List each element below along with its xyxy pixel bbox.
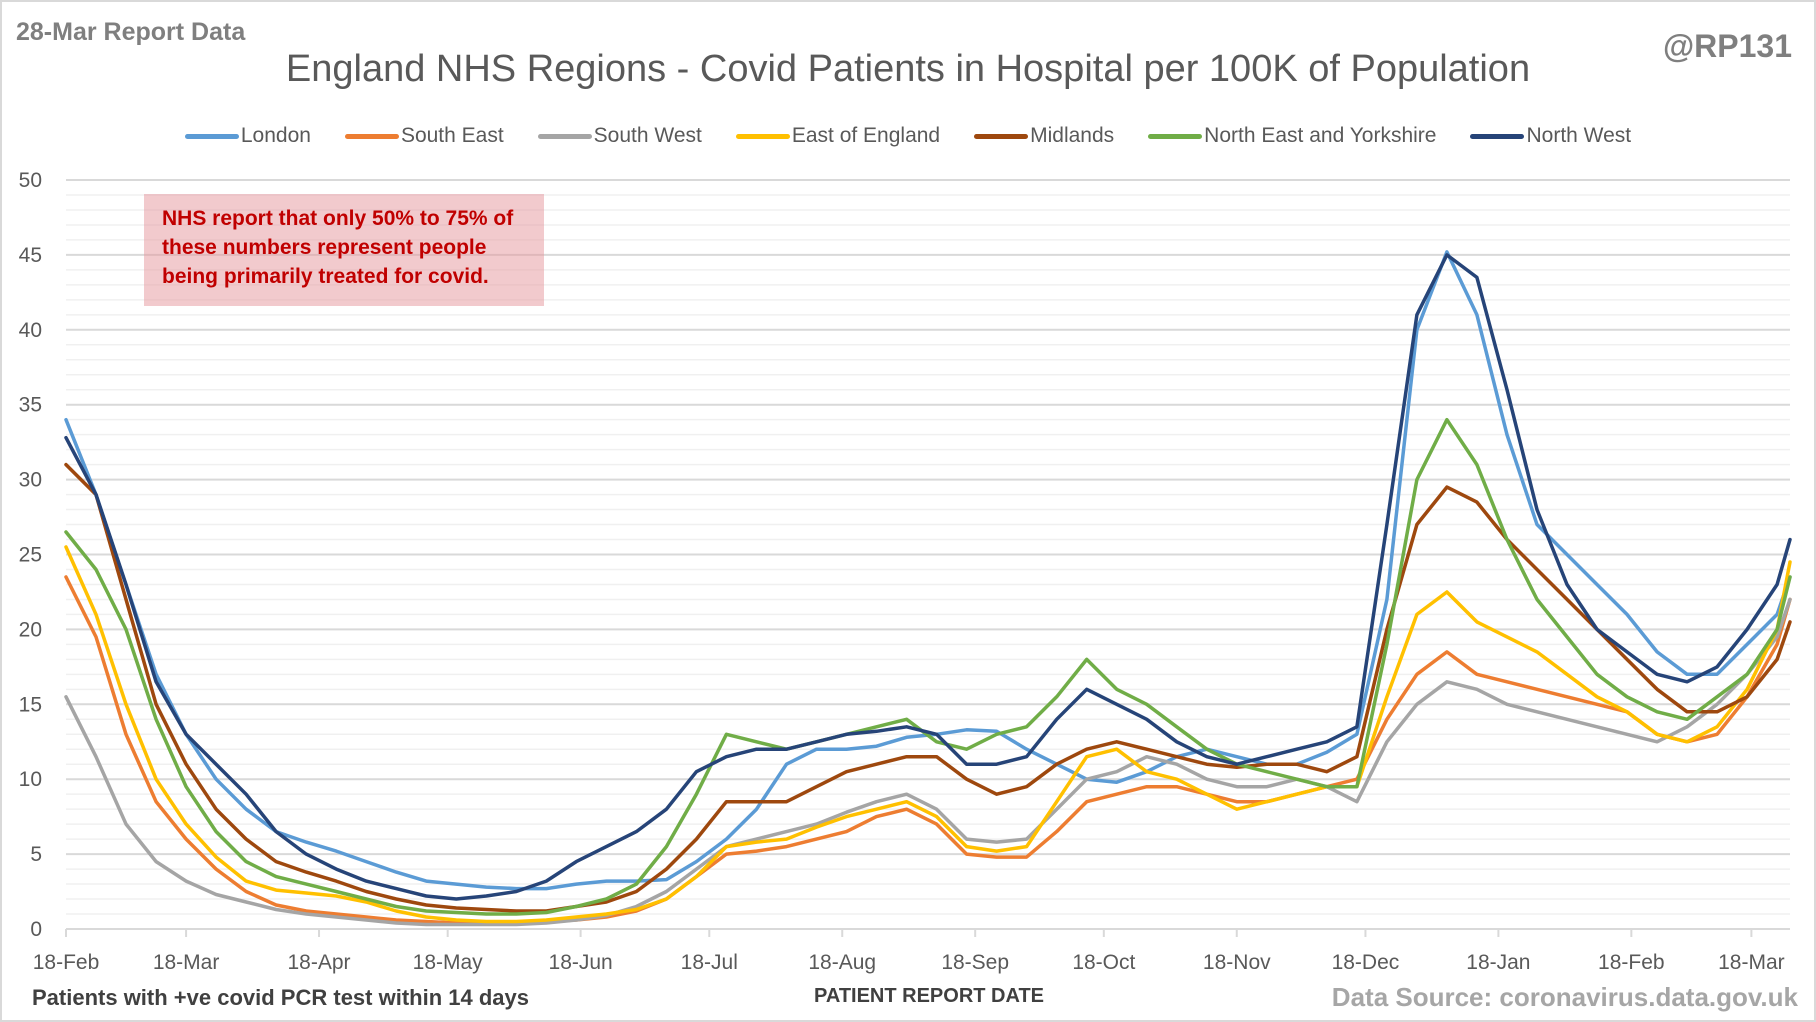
series-line-south-east (64, 575, 1792, 925)
legend-label: London (240, 124, 311, 147)
series-line-north-east-and-yorkshire (64, 417, 1792, 916)
legend-swatch (974, 133, 1029, 139)
series-lines (64, 250, 1792, 927)
legend-swatch (735, 133, 790, 139)
legend-item-east-of-england: East of England (735, 124, 941, 148)
report-date-label: 28-Mar Report Data (16, 18, 246, 46)
series-line-london (64, 250, 1792, 891)
x-tick-label: 18-Feb (1598, 951, 1665, 974)
y-axis-ticks: 0 5 10 15 20 25 30 35 40 45 50 (19, 169, 42, 941)
x-tick-label: 18-Dec (1332, 951, 1400, 974)
legend-item-north-east-and-yorkshire: North East and Yorkshire (1148, 124, 1436, 148)
y-tick-label: 40 (19, 319, 42, 342)
legend-item-north-west: North West (1470, 124, 1631, 148)
legend-label: South West (593, 124, 702, 147)
legend-swatch (344, 133, 399, 139)
y-tick-label: 0 (30, 918, 42, 941)
series-line-east-of-england (64, 545, 1792, 924)
data-source: Data Source: coronavirus.data.gov.uk (1331, 982, 1798, 1012)
legend-swatch (1470, 133, 1525, 139)
series-line-midlands (64, 462, 1792, 913)
x-tick-label: 18-Nov (1203, 951, 1271, 974)
y-tick-label: 30 (19, 469, 42, 492)
legend-label: North West (1526, 124, 1632, 147)
x-tick-label: 18-Mar (1718, 951, 1785, 974)
legend-label: East of England (791, 124, 941, 147)
x-axis-title: PATIENT REPORT DATE (814, 985, 1044, 1007)
x-tick-label: 18-Oct (1072, 951, 1135, 974)
x-tick-label: 18-Aug (808, 951, 876, 974)
y-tick-label: 45 (19, 244, 42, 267)
legend-item-midlands: Midlands (974, 124, 1114, 148)
legend-swatch (1148, 133, 1203, 139)
x-axis: 18-Feb 18-Mar 18-Apr 18-May 18-Jun 18-Jul 18-A… (33, 928, 1790, 974)
legend-item-south-east: South East (344, 124, 504, 148)
legend-swatch (537, 133, 592, 139)
x-tick-label: 18-Jan (1466, 951, 1530, 974)
annotation-box: NHS report that only 50% to 75% of these… (144, 194, 544, 306)
y-tick-label: 25 (19, 544, 42, 567)
legend-label: South East (400, 124, 504, 147)
y-tick-label: 50 (19, 169, 42, 192)
x-tick-label: 18-Sep (941, 951, 1009, 974)
x-tick-label: 18-Jun (549, 951, 613, 974)
y-tick-label: 20 (19, 618, 42, 641)
series-line-north-west (64, 253, 1792, 901)
x-tick-label: 18-Jul (681, 951, 738, 974)
x-tick-label: 18-May (413, 951, 484, 974)
series-line-south-west (64, 597, 1792, 927)
legend-label: North East and Yorkshire (1204, 124, 1437, 147)
x-tick-label: 18-Mar (153, 951, 220, 974)
x-tick-label: 18-Apr (288, 951, 351, 974)
legend-swatch (184, 133, 239, 139)
y-tick-label: 15 (19, 693, 42, 716)
author-handle: @RP131 (1662, 28, 1792, 64)
x-tick-label: 18-Feb (33, 951, 100, 974)
legend: London South East South West East of Englan… (0, 124, 1816, 148)
legend-item-london: London (184, 124, 311, 148)
legend-item-south-west: South West (537, 124, 702, 148)
legend-label: Midlands (1030, 124, 1115, 147)
y-tick-label: 5 (30, 843, 42, 866)
chart-title: England NHS Regions - Covid Patients in … (285, 48, 1531, 90)
y-tick-label: 10 (19, 768, 42, 791)
footnote: Patients with +ve covid PCR test within … (32, 985, 529, 1010)
y-tick-label: 35 (19, 394, 42, 417)
